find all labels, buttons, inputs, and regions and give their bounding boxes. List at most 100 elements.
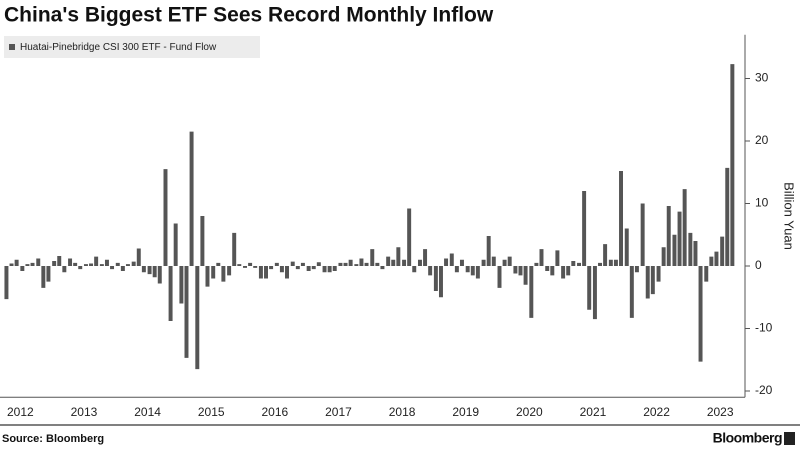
x-tick-label: 2016 xyxy=(261,405,288,419)
bar xyxy=(571,261,576,266)
chart-title: China's Biggest ETF Sees Record Monthly … xyxy=(4,4,494,27)
bar xyxy=(682,189,687,266)
bar xyxy=(338,262,343,266)
x-tick-label: 2012 xyxy=(7,405,34,419)
bar xyxy=(634,266,639,273)
bar xyxy=(412,266,417,273)
x-tick-label: 2013 xyxy=(71,405,98,419)
bar xyxy=(46,266,51,282)
bar xyxy=(343,262,348,266)
bar xyxy=(704,266,709,282)
bar xyxy=(354,264,359,266)
bar xyxy=(147,266,152,275)
bar xyxy=(640,203,645,266)
bar xyxy=(656,266,661,282)
bar xyxy=(189,131,194,266)
bar xyxy=(666,206,671,266)
bar xyxy=(131,261,136,266)
bar xyxy=(587,266,592,310)
bar xyxy=(459,259,464,266)
bar xyxy=(502,259,507,266)
bar xyxy=(227,266,232,276)
x-tick-label: 2022 xyxy=(643,405,670,419)
bar xyxy=(52,261,57,266)
bar xyxy=(300,262,305,266)
bar xyxy=(428,266,433,276)
bar xyxy=(57,256,62,266)
bar xyxy=(36,258,41,266)
bar xyxy=(582,191,587,266)
bar xyxy=(444,258,449,266)
bar xyxy=(613,259,618,266)
bar xyxy=(438,266,443,298)
bar xyxy=(20,266,25,271)
bar xyxy=(672,234,677,266)
bar xyxy=(475,266,480,279)
y-tick-label: 10 xyxy=(755,196,769,210)
bar xyxy=(507,256,512,266)
bar xyxy=(157,266,162,284)
bar xyxy=(359,258,364,266)
bar xyxy=(295,266,300,270)
bar xyxy=(577,262,582,266)
bar xyxy=(566,266,571,276)
bar xyxy=(725,167,730,266)
bar xyxy=(491,256,496,266)
bar xyxy=(9,263,14,266)
bar xyxy=(693,241,698,266)
brand: Bloomberg xyxy=(713,430,782,446)
x-tick-label: 2015 xyxy=(198,405,225,419)
bar xyxy=(173,223,178,266)
bar xyxy=(104,259,109,266)
bar xyxy=(94,256,99,266)
bar xyxy=(110,266,115,270)
bar xyxy=(550,266,555,276)
bar xyxy=(200,216,205,266)
bar xyxy=(534,262,539,266)
bar xyxy=(99,264,104,266)
bar xyxy=(380,266,385,270)
bar xyxy=(661,247,666,266)
bar xyxy=(152,266,157,278)
bar xyxy=(629,266,634,318)
bar xyxy=(619,171,624,266)
bar xyxy=(709,256,714,266)
bar xyxy=(407,208,412,266)
bar xyxy=(720,236,725,266)
bar xyxy=(486,236,491,266)
bar xyxy=(248,262,253,266)
source: Source: Bloomberg xyxy=(2,433,104,445)
bar xyxy=(221,266,226,282)
bar xyxy=(232,232,237,266)
x-tick-label: 2014 xyxy=(134,405,161,419)
bar xyxy=(561,266,566,279)
bar xyxy=(4,266,9,300)
bar xyxy=(598,262,603,266)
bar xyxy=(195,266,200,370)
bar xyxy=(513,266,518,274)
y-tick-label: 30 xyxy=(755,71,769,85)
bar xyxy=(529,266,534,318)
bar xyxy=(730,64,735,266)
bar xyxy=(603,244,608,266)
legend-swatch xyxy=(9,44,15,50)
bar xyxy=(41,266,46,288)
bar xyxy=(264,266,268,279)
bar xyxy=(417,259,422,266)
bar xyxy=(454,266,459,273)
y-tick-label: 0 xyxy=(755,258,762,272)
x-tick-label: 2019 xyxy=(452,405,479,419)
bar xyxy=(423,249,428,266)
y-axis-title: Billion Yuan xyxy=(782,182,797,250)
bar xyxy=(258,266,263,279)
bar xyxy=(608,259,613,266)
bar xyxy=(470,266,475,276)
bar xyxy=(25,264,30,266)
bar xyxy=(370,249,375,266)
bar xyxy=(545,266,550,271)
x-tick-label: 2023 xyxy=(707,405,734,419)
bar xyxy=(163,169,168,266)
bar xyxy=(539,249,544,266)
bar xyxy=(523,266,528,285)
